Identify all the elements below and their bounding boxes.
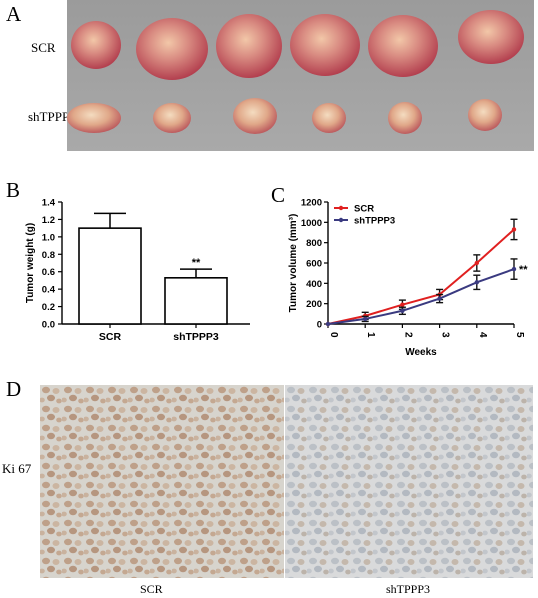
y-tick-label-2: 0.4 <box>42 285 56 296</box>
tumor-scr-6 <box>458 10 524 64</box>
data-point-SCR-5 <box>511 227 517 232</box>
tumor-sh-2 <box>153 103 191 133</box>
legend-label-SCR: SCR <box>354 204 374 215</box>
y-tick-label-4: 800 <box>306 238 322 249</box>
x-tick-label-4: 4 <box>477 332 488 338</box>
tumor-scr-1 <box>71 21 121 69</box>
x-tick-label-3: 3 <box>440 332 451 338</box>
legend-label-shTPPP3: shTPPP3 <box>354 216 395 227</box>
y-tick-label-4: 0.8 <box>42 250 55 261</box>
series-line-SCR <box>327 228 515 325</box>
y-tick-label-2: 400 <box>306 279 322 290</box>
y-tick-label-0: 0 <box>317 320 322 331</box>
bar-shTPPP3 <box>164 277 228 325</box>
x-tick-label-5: 5 <box>514 332 525 338</box>
data-point-shTPPP3-5 <box>511 266 517 272</box>
panel-b-letter: B <box>6 178 21 202</box>
panel-c-letter: C <box>271 183 286 207</box>
series-line-shTPPP3 <box>327 268 515 325</box>
y-tick-label-3: 0.6 <box>42 267 55 278</box>
y-tick-label-1: 0.2 <box>42 302 55 313</box>
tumor-weight-bar-chart: 0.0 0.2 0.4 0.6 0.8 1.0 1.2 1.4 Tumor weight (g)… <box>25 198 250 343</box>
tumor-sh-1 <box>67 103 121 133</box>
significance-annotation-0: ** <box>519 264 528 276</box>
significance-annotation-0: ** <box>192 257 201 269</box>
tumor-sh-5 <box>388 102 422 134</box>
y-tick-label-3: 600 <box>306 259 322 270</box>
tumor-sh-3 <box>233 98 277 134</box>
data-point-shTPPP3-3 <box>437 296 442 301</box>
x-tick-label-shTPPP3: shTPPP3 <box>173 331 219 343</box>
x-tick-label-0: 0 <box>328 332 339 338</box>
data-point-shTPPP3-4 <box>474 280 479 285</box>
x-tick-label-1: 1 <box>365 332 376 338</box>
y-tick-label-1: 200 <box>306 299 322 310</box>
y-axis-label: Tumor weight (g) <box>25 223 36 303</box>
x-tick-label-2: 2 <box>402 332 413 338</box>
data-point-shTPPP3-0 <box>325 321 331 327</box>
data-point-SCR-2 <box>400 302 405 307</box>
x-axis-label: Weeks <box>405 347 437 358</box>
data-point-shTPPP3-1 <box>363 316 368 322</box>
tumor-scr-2 <box>136 18 208 80</box>
y-axis-label: Tumor volume (mm³) <box>288 214 299 313</box>
tumor-scr-3 <box>216 14 282 78</box>
x-tick-label-SCR: SCR <box>99 331 122 343</box>
tumor-scr-4 <box>290 14 360 76</box>
tumor-scr-5 <box>368 15 438 77</box>
legend-marker-shTPPP3 <box>338 217 344 223</box>
tumor-volume-line-chart: 0 200 400 600 800 1000 1200 0 1 2 3 4 5 Weeks Tumor vo… <box>288 198 528 359</box>
data-point-SCR-4 <box>474 260 479 266</box>
tumor-photograph <box>67 0 534 151</box>
y-tick-label-6: 1.2 <box>42 215 55 226</box>
y-tick-label-7: 1.4 <box>42 198 56 209</box>
panel-a-letter: A <box>6 2 22 26</box>
ihc-image-scr <box>40 385 284 578</box>
y-tick-label-5: 1000 <box>301 218 322 229</box>
y-tick-label-0: 0.0 <box>42 320 55 331</box>
legend-marker-SCR <box>338 205 344 211</box>
y-tick-label-6: 1200 <box>301 198 322 209</box>
tumor-sh-6 <box>468 99 502 131</box>
tumor-sh-4 <box>312 103 346 133</box>
panel-d-caption-scr: SCR <box>140 582 163 596</box>
panel-a-row-label-scr: SCR <box>31 40 56 55</box>
ihc-image-shtppp3 <box>285 385 533 578</box>
data-point-shTPPP3-2 <box>400 308 405 313</box>
panel-a-row-label-shtppp3: shTPPP3 <box>28 109 76 124</box>
bar-SCR <box>78 227 142 325</box>
panel-d-caption-shtppp3: shTPPP3 <box>386 582 431 596</box>
panel-d-letter: D <box>6 377 22 401</box>
panel-d-row-label: Ki 67 <box>2 461 32 476</box>
y-tick-label-5: 1.0 <box>42 232 55 243</box>
